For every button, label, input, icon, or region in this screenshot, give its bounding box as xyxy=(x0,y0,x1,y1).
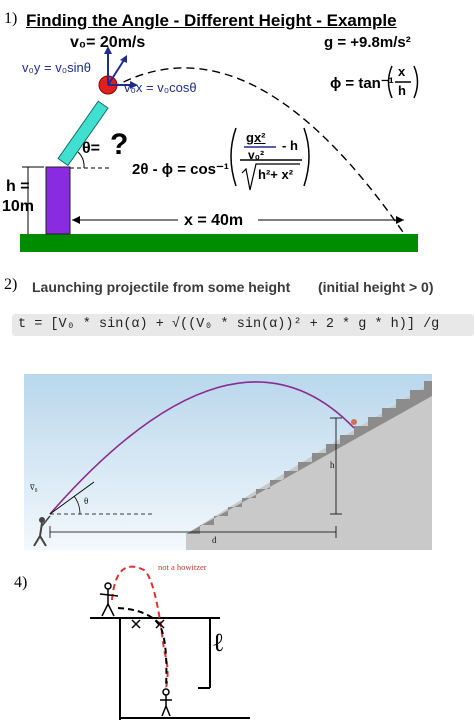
v0-arrow xyxy=(107,59,125,86)
panel2-heading: Launching projectile from some height xyxy=(32,279,291,295)
panel3-diagram xyxy=(24,374,432,550)
h-label: h = xyxy=(6,178,30,195)
eq-num-c: - h xyxy=(282,138,298,153)
panel4-note: not a howitzer xyxy=(158,562,207,572)
eq-num-a: gx² xyxy=(246,130,266,145)
eq-den: h²+ x² xyxy=(258,167,294,182)
v0y-label: v₀y = v₀sinθ xyxy=(22,60,91,75)
panel4-h-label: ℓ xyxy=(212,628,225,658)
black-trajectory xyxy=(117,607,168,689)
panel1-title: Finding the Angle - Different Height - E… xyxy=(26,11,397,30)
panel1-diagram xyxy=(20,46,419,252)
v0x-label: v₀x = v₀cosθ xyxy=(124,80,197,95)
trajectory-arc xyxy=(111,67,406,236)
panel1-number: 1) xyxy=(4,10,18,27)
phi-den: h xyxy=(398,83,406,98)
v0-label: v₀= 20m/s xyxy=(70,34,146,51)
flight-time-formula: t = [V₀ * sin(α) + √((V₀ * sin(α))² + 2 … xyxy=(12,314,474,336)
theta-question: ? xyxy=(110,128,129,161)
stadium-steps xyxy=(186,381,432,534)
panel3-theta-label: θ xyxy=(84,496,89,506)
eq-num-b: v₀² xyxy=(248,148,265,162)
theta-label: θ= xyxy=(82,140,100,157)
panel2-subheading: (initial height > 0) xyxy=(318,279,434,295)
angle-equation-left: 2θ - ϕ = cos⁻¹ xyxy=(132,161,229,178)
panel3-trajectory xyxy=(49,381,355,515)
panel4-sketch xyxy=(90,565,250,720)
phi-num: x xyxy=(398,64,406,79)
ground xyxy=(20,234,418,252)
h-value: 10m xyxy=(2,198,35,215)
panel2-number: 2) xyxy=(4,276,18,293)
panel3-d-label: d xyxy=(212,535,217,545)
g-label: g = +9.8m/s² xyxy=(324,34,411,51)
panel3-v0-label: v̅₀ xyxy=(30,482,38,492)
cannon-barrel xyxy=(57,100,109,167)
panel3-h-label: h xyxy=(330,460,335,470)
cannon-base xyxy=(45,166,71,235)
phi-label: ϕ = tan⁻¹ xyxy=(330,75,394,92)
red-trajectory xyxy=(111,565,169,689)
panel4-number: 4) xyxy=(14,574,28,591)
x-label: x = 40m xyxy=(184,212,244,229)
